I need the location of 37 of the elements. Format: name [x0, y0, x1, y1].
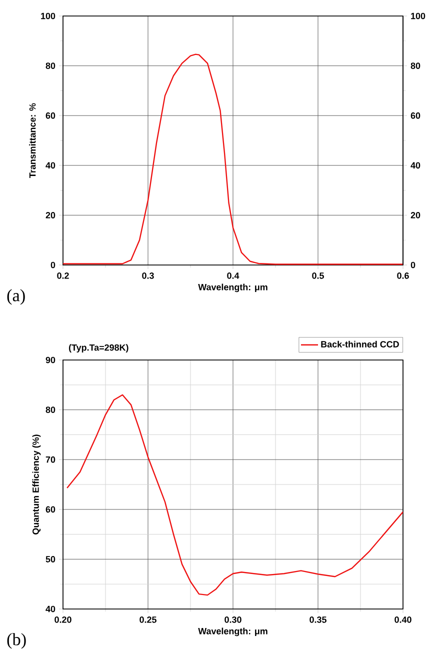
y2-tick-label: 40: [410, 162, 420, 169]
legend-label: Back-thinned CCD: [321, 340, 399, 348]
y-tick-label: 80: [46, 406, 56, 413]
y-axis-title: Transmittance: %: [29, 103, 36, 178]
x-axis-title: Wavelength: μm: [198, 628, 268, 636]
text: (Typ.Ta=298K): [68, 344, 128, 352]
text: (a): [7, 289, 25, 305]
y2-tick-label: 80: [410, 62, 420, 69]
y-tick-label: 20: [46, 212, 56, 218]
x-tick-label: 0.30: [224, 616, 242, 623]
y-tick-label: 40: [46, 162, 56, 169]
y2-tick-label: 20: [410, 212, 420, 218]
y-tick-label: 90: [46, 356, 56, 364]
y-axis-title: Quantum Efficiency (%): [32, 434, 41, 534]
x-tick-label: 0.25: [140, 616, 156, 623]
line-series: [63, 54, 403, 265]
x-tick-label: 0.3: [142, 272, 154, 279]
y2-tick-label: 0: [410, 262, 416, 268]
y-tick-label: 0: [50, 262, 56, 268]
y2-tick-label: 100: [411, 12, 426, 20]
y-tick-label: 70: [46, 456, 56, 463]
x-tick-label: 0.20: [54, 616, 72, 623]
x-tick-label: 0.6: [397, 272, 409, 279]
y-tick-label: 100: [41, 12, 56, 20]
y2-tick-label: 60: [410, 112, 420, 119]
text: (b): [7, 633, 26, 649]
y-tick-label: 40: [46, 606, 56, 612]
x-tick-label: 0.40: [394, 616, 412, 623]
y-tick-label: 80: [46, 62, 56, 69]
y-tick-label: 50: [46, 556, 56, 562]
y-tick-label: 60: [46, 506, 56, 513]
x-tick-label: 0.2: [57, 272, 69, 279]
x-tick-label: 0.35: [310, 616, 326, 623]
y-tick-label: 60: [46, 112, 56, 119]
x-axis-title: Wavelength: μm: [198, 284, 268, 292]
x-tick-label: 0.4: [227, 272, 240, 279]
x-tick-label: 0.5: [312, 272, 324, 279]
